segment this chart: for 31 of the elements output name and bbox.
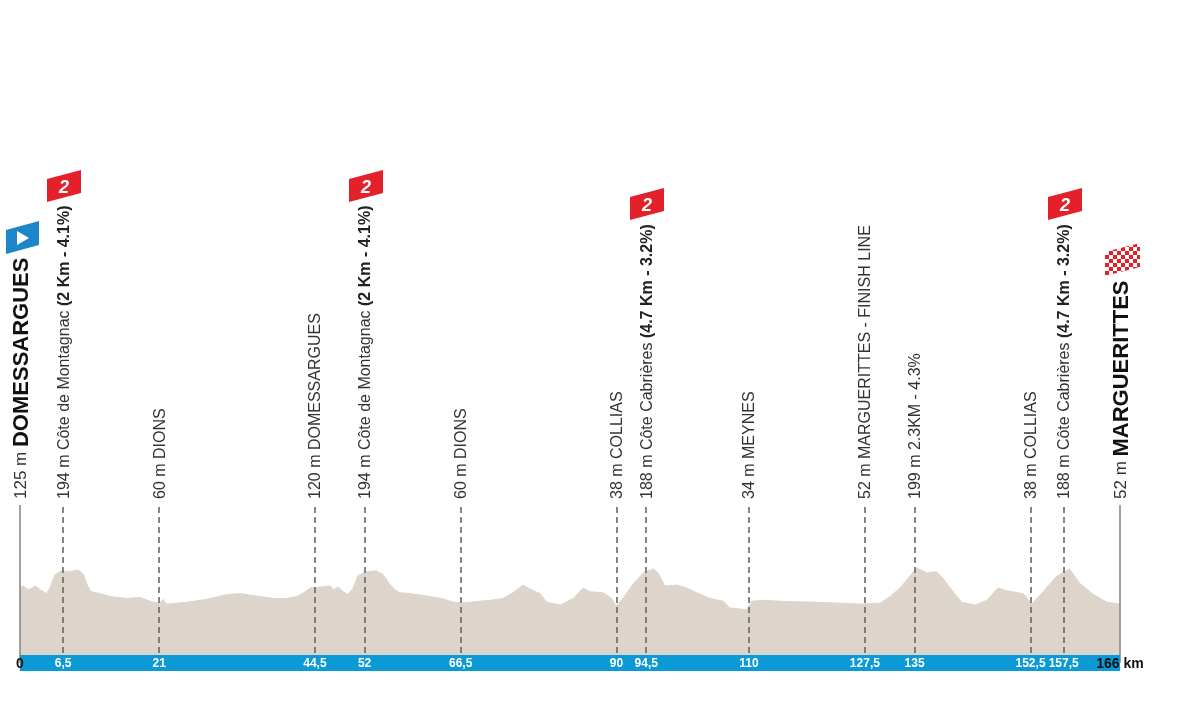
x-tick-label: 94,5 bbox=[634, 656, 659, 670]
x-tick-label: 135 bbox=[904, 656, 925, 670]
ref-line-label: 60 m DIONS bbox=[452, 408, 470, 499]
ref-line-label: 120 m DOMESSARGUES bbox=[306, 313, 324, 499]
ref-line-label: 188 m Côte Cabrières (4.7 Km - 3.2%) bbox=[1055, 224, 1073, 499]
x-tick-label: 152,5 bbox=[1015, 656, 1046, 670]
x-tick-label: 127,5 bbox=[849, 656, 881, 670]
x-tick-label: 166 km bbox=[1096, 655, 1144, 671]
ref-line-label: 125 m DOMESSARGUES bbox=[7, 257, 33, 499]
ref-line-label: 38 m COLLIAS bbox=[1022, 391, 1040, 499]
x-tick-label: 52 bbox=[357, 656, 372, 670]
x-tick-label: 6,5 bbox=[54, 656, 72, 670]
ref-line-label: 199 m 2.3KM - 4.3% bbox=[906, 353, 924, 499]
x-tick-label: 44,5 bbox=[303, 656, 327, 670]
ref-line-label: 38 m COLLIAS bbox=[607, 391, 625, 499]
flag-icon: 2 bbox=[630, 188, 665, 221]
ref-line-label: 60 m DIONS bbox=[150, 408, 168, 499]
ref-line-label: 194 m Côte de Montagnac (2 Km - 4.1%) bbox=[356, 205, 374, 499]
ref-line-label: 52 m MARGUERITTES - FINISH LINE bbox=[856, 225, 874, 499]
x-tick-label: 90 bbox=[609, 656, 624, 670]
ref-line-label: 194 m Côte de Montagnac (2 Km - 4.1%) bbox=[54, 205, 72, 499]
ref-line-label: 52 m MARGUERITTES bbox=[1107, 280, 1133, 499]
x-tick-label: 157,5 bbox=[1048, 656, 1080, 670]
ref-line-label: 34 m MEYNES bbox=[740, 391, 758, 499]
x-tick-label: 21 bbox=[152, 656, 167, 670]
x-tick-label: 66,5 bbox=[448, 656, 473, 670]
x-tick-label: 110 bbox=[739, 656, 759, 670]
flag-icon: 2 bbox=[47, 169, 82, 202]
flag-icon: 2 bbox=[348, 169, 383, 202]
ref-line-label: 188 m Côte Cabrières (4.7 Km - 3.2%) bbox=[637, 224, 655, 499]
flag-icon: 2 bbox=[1047, 188, 1082, 221]
